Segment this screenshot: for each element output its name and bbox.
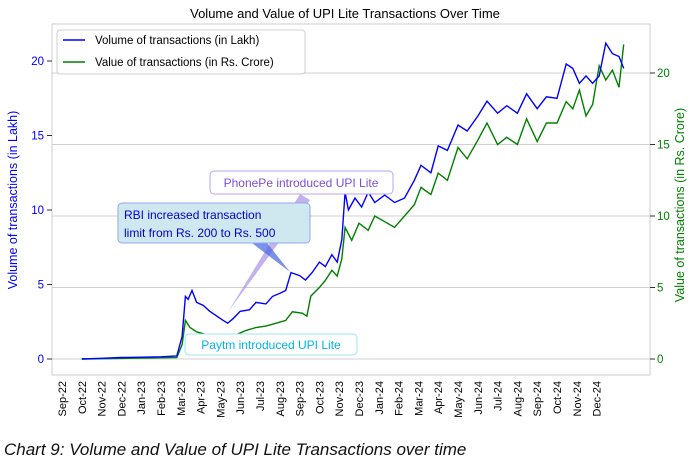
rbi-annotation-box <box>117 202 311 244</box>
y-tick-right-label: 15 <box>657 140 670 152</box>
x-tick-label: Jun-24 <box>473 381 485 415</box>
legend: Volume of transactions (in Lakh) Value o… <box>56 29 306 75</box>
x-tick-label: Sep-22 <box>57 381 69 416</box>
x-tick-label: Aug-24 <box>512 381 524 416</box>
paytm-annotation: Paytm introduced UPI Lite <box>201 338 341 352</box>
x-tick-label: Apr-23 <box>196 381 208 414</box>
x-tick-label: May-23 <box>215 381 227 418</box>
x-tick-label: Mar-23 <box>176 381 188 416</box>
phonepe-annotation-box <box>209 170 394 195</box>
x-tick-label: Jul-24 <box>493 381 505 411</box>
legend-volume-label: Volume of transactions (in Lakh) <box>95 35 259 47</box>
x-tick-label: Oct-24 <box>552 381 564 414</box>
x-tick-label: May-24 <box>453 381 465 418</box>
y-tick-left-label: 5 <box>38 280 44 292</box>
phonepe-annotation: PhonePe introduced UPI Lite <box>224 176 379 190</box>
y-tick-right-label: 10 <box>657 211 670 223</box>
x-tick-label: Sep-23 <box>295 381 307 416</box>
chart-caption: Chart 9: Volume and Value of UPI Lite Tr… <box>4 440 467 459</box>
volume-line <box>81 41 625 360</box>
y-tick-left-label: 15 <box>31 131 44 143</box>
x-tick-label: Dec-24 <box>592 381 604 416</box>
rbi-annotation-line1: RBI increased transaction <box>124 208 261 222</box>
x-tick-label: Jan-23 <box>136 381 148 415</box>
x-tick-label: Jan-24 <box>374 381 386 415</box>
rbi-annotation-line2: limit from Rs. 200 to Rs. 500 <box>124 226 276 240</box>
y-axis-left-label: Volume of transactions (in Lakh) <box>6 111 20 290</box>
legend-value-label: Value of transactions (in Rs. Crore) <box>95 57 274 69</box>
y-tick-right-label: 5 <box>657 283 663 295</box>
x-tick-label: Dec-23 <box>354 381 366 416</box>
x-tick-label: Jul-23 <box>255 381 267 411</box>
y-tick-left-label: 0 <box>38 354 44 366</box>
x-tick-label: Dec-22 <box>116 381 128 416</box>
y-tick-left-label: 20 <box>31 56 44 68</box>
x-tick-label: Mar-24 <box>413 381 425 416</box>
x-tick-label: Feb-23 <box>156 381 168 416</box>
x-tick-label: Apr-24 <box>433 381 445 414</box>
x-tick-label: Oct-22 <box>77 381 89 414</box>
chart-title: Volume and Value of UPI Lite Transaction… <box>190 6 500 21</box>
y-tick-right-label: 20 <box>657 68 670 80</box>
y-tick-right-label: 0 <box>657 354 663 366</box>
x-tick-label: Oct-23 <box>314 381 326 414</box>
x-tick-label: Nov-23 <box>334 381 346 416</box>
paytm-annotation-box <box>184 333 358 356</box>
upi-lite-chart: Volume and Value of UPI Lite Transaction… <box>6 6 687 418</box>
x-tick-label: Aug-23 <box>275 381 287 416</box>
x-tick-label: Nov-24 <box>572 381 584 416</box>
x-tick-label: Nov-22 <box>97 381 109 416</box>
value-line <box>81 44 625 360</box>
x-tick-label: Jun-23 <box>235 381 247 415</box>
x-tick-label: Sep-24 <box>532 381 544 416</box>
x-tick-label: Feb-24 <box>394 381 406 416</box>
y-tick-left-label: 10 <box>31 205 44 217</box>
plot-frame <box>51 23 651 376</box>
y-axis-right-label: Value of transactions (in Rs. Crore) <box>673 108 687 302</box>
